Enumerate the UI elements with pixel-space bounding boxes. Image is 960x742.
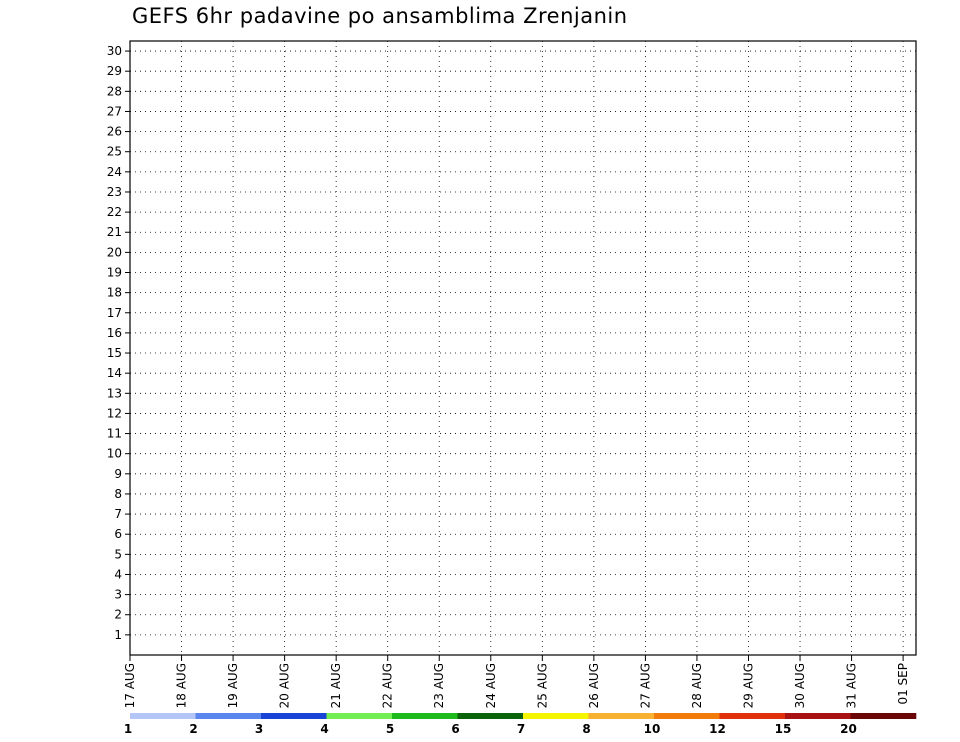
colorbar-label: 6: [451, 722, 459, 736]
colorbar-label: 8: [582, 722, 590, 736]
y-tick-label: 3: [114, 588, 122, 602]
plot-frame: [129, 40, 917, 656]
y-tick-label: 17: [107, 306, 122, 320]
y-tick-label: 1: [114, 628, 122, 642]
y-tick-label: 26: [107, 125, 122, 139]
colorbar-label: 10: [644, 722, 661, 736]
y-tick-label: 4: [114, 567, 122, 581]
y-tick-label: 6: [114, 527, 122, 541]
y-tick-label: 15: [107, 346, 122, 360]
y-tick-label: 11: [107, 427, 122, 441]
x-tick-label: 22 AUG: [381, 663, 395, 708]
colorbar-segment: [195, 713, 262, 719]
colorbar-label: 4: [320, 722, 328, 736]
y-tick-label: 24: [107, 165, 122, 179]
x-tick-label: 28 AUG: [690, 663, 704, 708]
colorbar-segment: [850, 713, 917, 719]
x-tick-label: 23 AUG: [432, 663, 446, 708]
x-tick-label: 24 AUG: [484, 663, 498, 708]
colorbar-segment: [785, 713, 851, 719]
y-tick-label: 2: [114, 608, 122, 622]
y-tick-label: 14: [107, 366, 122, 380]
y-tick-label: 21: [107, 225, 122, 239]
x-tick-label: 30 AUG: [793, 663, 807, 708]
x-tick-label: 27 AUG: [638, 663, 652, 708]
colorbar-segment: [261, 713, 327, 719]
y-tick-label: 8: [114, 487, 122, 501]
colorbar-label: 1: [124, 722, 132, 736]
colorbar-segment: [654, 713, 720, 719]
y-tick-label: 30: [107, 44, 122, 58]
x-tick-label: 17 AUG: [123, 663, 137, 708]
y-tick-label: 19: [107, 266, 122, 280]
x-tick-label: 31 AUG: [845, 663, 859, 708]
y-tick-label: 5: [114, 547, 122, 561]
y-tick-label: 28: [107, 84, 122, 98]
colorbar-segment: [457, 713, 524, 719]
x-tick-label: 18 AUG: [175, 663, 189, 708]
y-tick-label: 16: [107, 326, 122, 340]
y-tick-label: 12: [107, 406, 122, 420]
y-tick-label: 13: [107, 386, 122, 400]
x-tick-label: 29 AUG: [741, 663, 755, 708]
colorbar-segment: [588, 713, 655, 719]
y-tick-label: 7: [114, 507, 122, 521]
y-tick-label: 9: [114, 467, 122, 481]
y-tick-label: 27: [107, 104, 122, 118]
colorbar-segment: [523, 713, 589, 719]
colorbar-label: 12: [709, 722, 726, 736]
x-tick-label: 26 AUG: [587, 663, 601, 708]
colorbar-label: 3: [255, 722, 263, 736]
x-tick-label: 01 SEP: [896, 663, 910, 705]
colorbar-label: 20: [840, 722, 857, 736]
x-tick-label: 20 AUG: [278, 663, 292, 708]
y-tick-label: 23: [107, 185, 122, 199]
colorbar-segment: [392, 713, 458, 719]
colorbar-label: 2: [189, 722, 197, 736]
y-tick-label: 20: [107, 245, 122, 259]
x-tick-label: 25 AUG: [535, 663, 549, 708]
colorbar-label: 7: [517, 722, 525, 736]
colorbar-segment: [719, 713, 786, 719]
x-tick-label: 21 AUG: [329, 663, 343, 708]
y-tick-label: 29: [107, 64, 122, 78]
y-tick-label: 25: [107, 145, 122, 159]
colorbar-segment: [130, 713, 196, 719]
y-tick-label: 18: [107, 286, 122, 300]
y-tick-label: 10: [107, 447, 122, 461]
y-tick-label: 22: [107, 205, 122, 219]
colorbar-label: 5: [386, 722, 394, 736]
x-tick-label: 19 AUG: [226, 663, 240, 708]
colorbar-segment: [326, 713, 393, 719]
colorbar-label: 15: [775, 722, 792, 736]
chart-title: GEFS 6hr padavine po ansamblima Zrenjani…: [132, 4, 628, 28]
plot-area: [130, 41, 916, 655]
